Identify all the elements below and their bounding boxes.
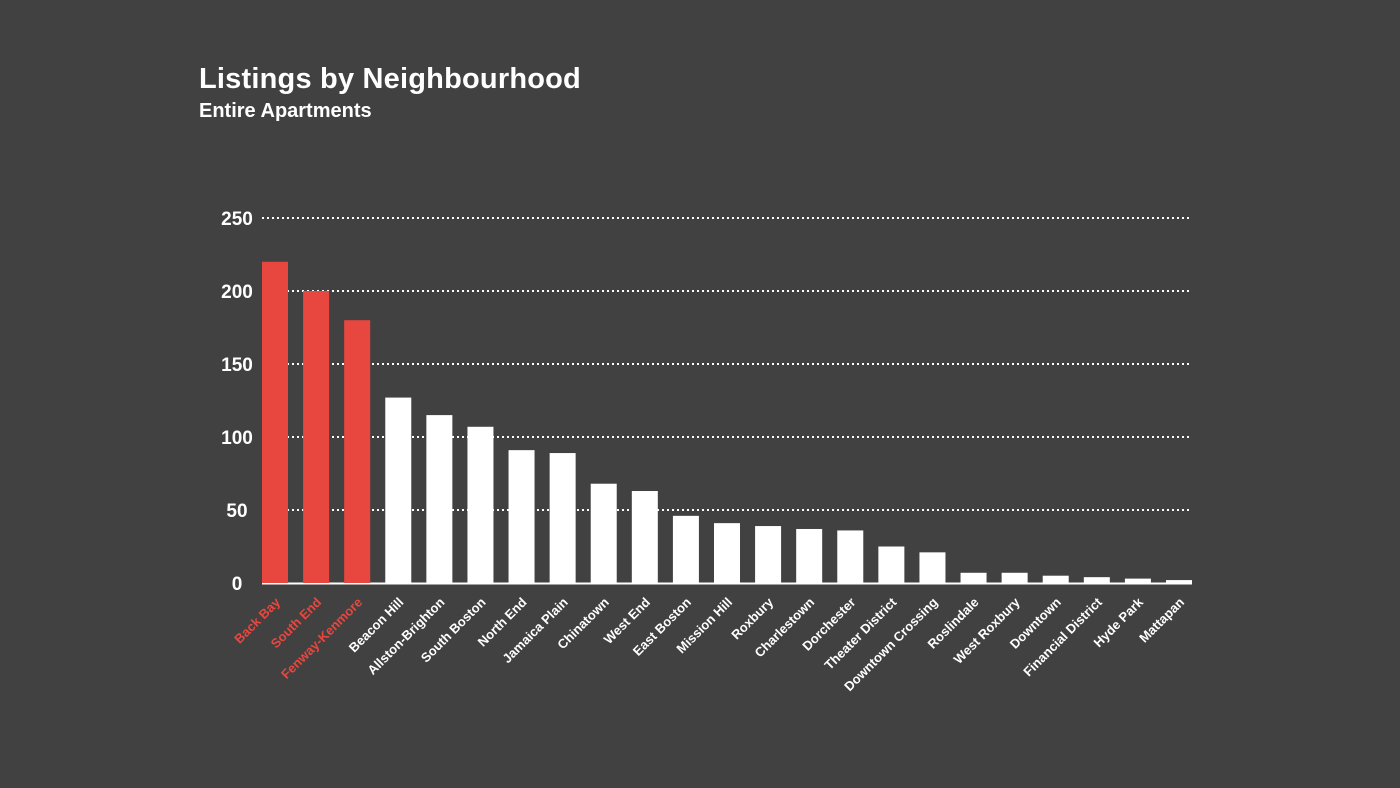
- bar: [508, 450, 535, 583]
- bar: [1124, 578, 1151, 583]
- bar: [549, 453, 576, 583]
- y-tick-label: 250: [221, 209, 253, 230]
- gridlines: [262, 217, 1192, 585]
- bar: [1166, 580, 1192, 583]
- bar: [837, 530, 864, 583]
- bar: [631, 491, 658, 583]
- bar: [714, 523, 740, 583]
- y-tick-label: 200: [221, 282, 253, 303]
- bar: [1042, 575, 1069, 583]
- bar: [262, 261, 288, 583]
- bar: [796, 528, 823, 583]
- y-tick-label: 0: [232, 574, 243, 595]
- bar: [672, 515, 699, 583]
- title-block: Listings by Neighbourhood Entire Apartme…: [199, 62, 581, 124]
- x-tick-label: Theater District: [821, 594, 900, 673]
- chart-subtitle: Entire Apartments: [199, 100, 372, 122]
- y-axis-ticks: 0 50 100 150 200 250: [221, 209, 253, 595]
- y-tick-label: 50: [226, 501, 247, 522]
- bar: [755, 526, 782, 583]
- bar: [385, 397, 412, 583]
- bar: [878, 546, 905, 583]
- bar: [467, 426, 494, 583]
- bar: [1001, 572, 1028, 583]
- x-tick-label: Mattapan: [1136, 594, 1187, 645]
- bar: [919, 552, 946, 583]
- bar: [344, 320, 371, 583]
- bar: [303, 291, 330, 583]
- bar: [960, 572, 987, 583]
- y-tick-label: 150: [221, 355, 253, 376]
- chart-title: Listings by Neighbourhood: [199, 63, 581, 95]
- y-tick-label: 100: [221, 428, 253, 449]
- bar: [426, 415, 453, 583]
- bars: [262, 261, 1192, 583]
- bar: [590, 483, 617, 583]
- bar: [1083, 577, 1110, 583]
